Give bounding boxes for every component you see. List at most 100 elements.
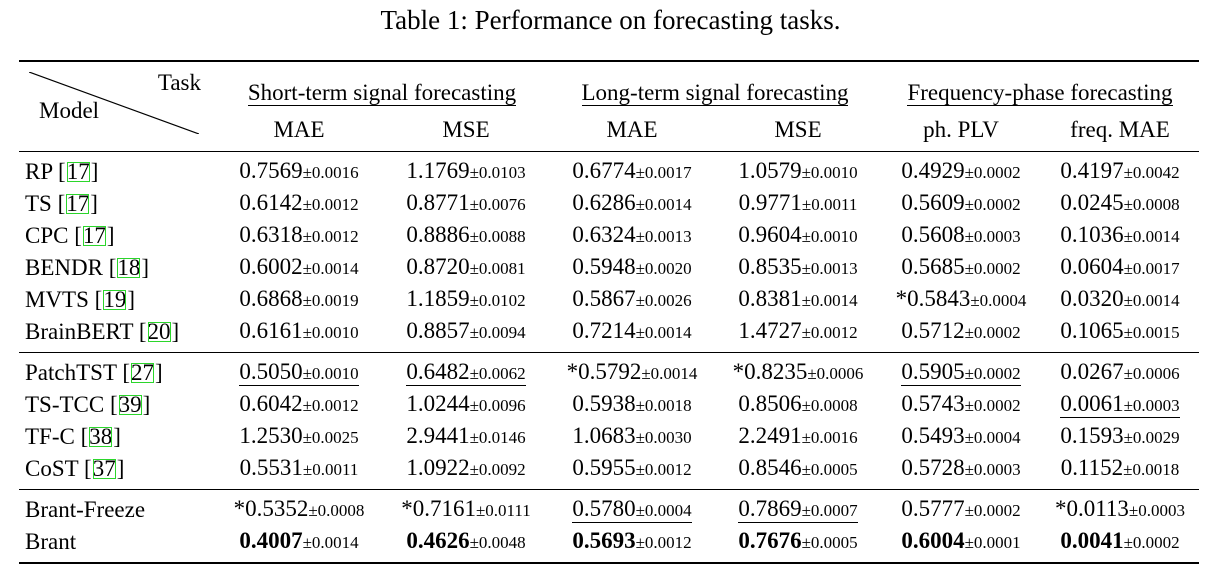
std-deviation: ±0.0001 bbox=[964, 533, 1021, 552]
std-deviation: ±0.0014 bbox=[635, 323, 692, 342]
metric-cell: 0.9604±0.0010 bbox=[715, 220, 881, 252]
model-name: BrainBERT bbox=[25, 319, 134, 344]
table-row: Brant 0.4007±0.0014 0.4626±0.0048 0.5693±0.… bbox=[19, 526, 1199, 558]
citation-link[interactable]: 39 bbox=[118, 392, 142, 417]
metric-cell: 0.1593±0.0029 bbox=[1041, 421, 1199, 453]
metric-cell: 1.1769±0.0103 bbox=[383, 156, 549, 188]
citation-link[interactable]: 27 bbox=[131, 360, 154, 385]
metric-cell: 0.8546±0.0005 bbox=[715, 453, 881, 485]
std-deviation: ±0.0002 bbox=[964, 364, 1021, 383]
std-deviation: ±0.0042 bbox=[1123, 163, 1180, 182]
metric-value: 0.6286 bbox=[572, 190, 636, 215]
std-deviation: ±0.0010 bbox=[302, 323, 359, 342]
metric-cell: 0.0604±0.0017 bbox=[1041, 252, 1199, 284]
citation-link[interactable]: 37 bbox=[92, 456, 116, 481]
metric-value: 0.1036 bbox=[1060, 222, 1124, 247]
std-deviation: ±0.0003 bbox=[1128, 501, 1185, 520]
metric-cell: 0.9771±0.0011 bbox=[715, 188, 881, 220]
metric-value: 0.5780 bbox=[572, 496, 636, 521]
metric-value: 0.5777 bbox=[901, 496, 965, 521]
std-deviation: ±0.0013 bbox=[635, 227, 692, 246]
metric-value: 0.6868 bbox=[239, 286, 303, 311]
metric-value: 0.8381 bbox=[738, 286, 802, 311]
table-caption: Table 1: Performance on forecasting task… bbox=[380, 5, 841, 35]
table-row: RP [17] 0.7569±0.0016 1.1769±0.0103 0.6774±… bbox=[19, 156, 1199, 188]
citation-link[interactable]: 19 bbox=[103, 287, 127, 312]
std-deviation: ±0.0002 bbox=[964, 259, 1021, 278]
metric-value: *0.7161 bbox=[401, 496, 476, 521]
metric-value: 0.8535 bbox=[738, 254, 802, 279]
metric-value: 0.8720 bbox=[406, 254, 470, 279]
std-deviation: ±0.0092 bbox=[469, 460, 526, 479]
metric-value: 1.0683 bbox=[572, 423, 636, 448]
metric-value: 0.4197 bbox=[1060, 158, 1124, 183]
metric-cell: 0.6142±0.0012 bbox=[215, 188, 383, 220]
metric-value: 2.2491 bbox=[738, 423, 802, 448]
metric-cell: 0.5685±0.0002 bbox=[881, 252, 1041, 284]
std-deviation: ±0.0014 bbox=[1123, 227, 1180, 246]
citation-link[interactable]: 18 bbox=[117, 255, 141, 280]
metric-value: 0.5608 bbox=[901, 222, 965, 247]
metric-cell: 0.0041±0.0002 bbox=[1041, 526, 1199, 558]
metric-cell: 0.5693±0.0012 bbox=[549, 526, 715, 558]
model-name: BENDR bbox=[25, 255, 103, 280]
metric-cell: 0.4929±0.0002 bbox=[881, 156, 1041, 188]
model-name-cell: BrainBERT [20] bbox=[25, 319, 180, 344]
metric-cell: 0.8771±0.0076 bbox=[383, 188, 549, 220]
metric-cell: 0.1065±0.0015 bbox=[1041, 316, 1199, 348]
results-table: Task Model Short-term signal forecasting… bbox=[19, 60, 1199, 564]
std-deviation: ±0.0102 bbox=[469, 291, 526, 310]
metric-value: 0.8546 bbox=[738, 455, 802, 480]
section-divider bbox=[19, 352, 1199, 353]
model-name-cell: RP [17] bbox=[25, 159, 99, 184]
std-deviation: ±0.0013 bbox=[801, 259, 858, 278]
model-name: TS-TCC bbox=[25, 392, 105, 417]
metric-value: 1.4727 bbox=[738, 318, 802, 343]
citation-link[interactable]: 20 bbox=[147, 319, 171, 344]
metric-value: 0.5948 bbox=[572, 254, 636, 279]
std-deviation: ±0.0014 bbox=[801, 291, 858, 310]
metric-value: 0.5531 bbox=[239, 455, 303, 480]
std-deviation: ±0.0012 bbox=[302, 195, 359, 214]
metric-cell: 0.5493±0.0004 bbox=[881, 421, 1041, 453]
citation-link[interactable]: 17 bbox=[66, 191, 90, 216]
std-deviation: ±0.0019 bbox=[302, 291, 359, 310]
metric-cell: 0.0061±0.0003 bbox=[1041, 389, 1199, 421]
model-name-cell: BENDR [18] bbox=[25, 255, 150, 280]
std-deviation: ±0.0002 bbox=[964, 195, 1021, 214]
metric-cell: 0.5938±0.0018 bbox=[549, 389, 715, 421]
std-deviation: ±0.0096 bbox=[469, 396, 526, 415]
model-name: MVTS bbox=[25, 287, 89, 312]
diagonal-divider bbox=[29, 72, 199, 134]
metric-value: 0.7676 bbox=[738, 528, 802, 553]
citation-link[interactable]: 38 bbox=[89, 424, 113, 449]
column-header: freq. MAE bbox=[1070, 116, 1170, 142]
metric-value: *0.5352 bbox=[233, 496, 309, 521]
model-label: Model bbox=[39, 98, 100, 123]
metric-value: 1.0579 bbox=[738, 158, 802, 183]
std-deviation: ±0.0146 bbox=[469, 428, 526, 447]
metric-value: 1.1859 bbox=[406, 286, 470, 311]
metric-cell: 0.6774±0.0017 bbox=[549, 156, 715, 188]
table-row: BrainBERT [20] 0.6161±0.0010 0.8857±0.0094… bbox=[19, 316, 1199, 348]
metric-value: 1.0922 bbox=[406, 455, 470, 480]
metric-value: 0.5050 bbox=[239, 359, 303, 384]
metric-value: 1.2530 bbox=[239, 423, 303, 448]
metric-value: 0.5609 bbox=[901, 190, 965, 215]
std-deviation: ±0.0094 bbox=[469, 323, 526, 342]
std-deviation: ±0.0103 bbox=[469, 163, 526, 182]
std-deviation: ±0.0030 bbox=[635, 428, 692, 447]
std-deviation: ±0.0012 bbox=[635, 533, 692, 552]
std-deviation: ±0.0081 bbox=[469, 259, 526, 278]
metric-value: 0.0061 bbox=[1060, 391, 1124, 416]
metric-cell: 0.5955±0.0012 bbox=[549, 453, 715, 485]
metric-cell: 0.7214±0.0014 bbox=[549, 316, 715, 348]
metric-value: 0.1593 bbox=[1060, 423, 1124, 448]
metric-value: 2.9441 bbox=[406, 423, 470, 448]
std-deviation: ±0.0011 bbox=[302, 460, 359, 479]
std-deviation: ±0.0014 bbox=[1123, 291, 1180, 310]
citation-link[interactable]: 17 bbox=[82, 223, 106, 248]
citation-link[interactable]: 17 bbox=[66, 159, 90, 184]
std-deviation: ±0.0076 bbox=[469, 195, 526, 214]
metric-cell: 1.2530±0.0025 bbox=[215, 421, 383, 453]
